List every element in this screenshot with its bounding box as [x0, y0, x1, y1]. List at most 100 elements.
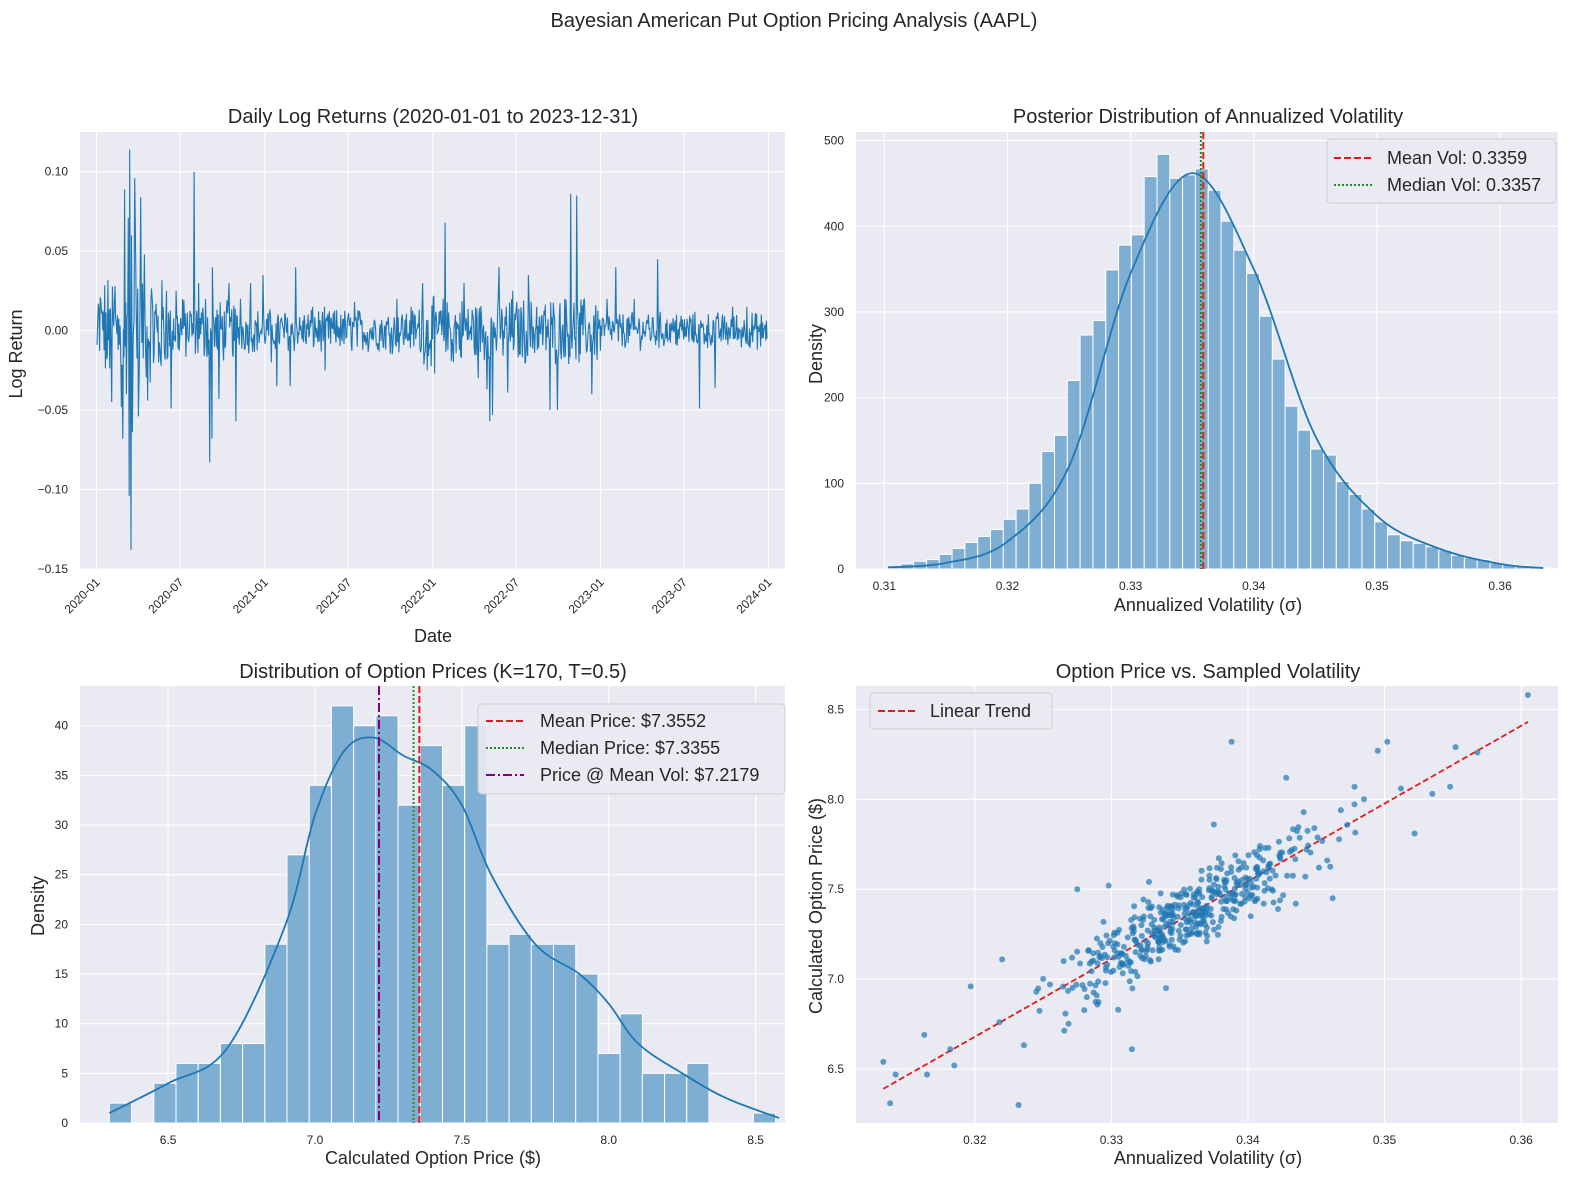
histogram-bar: [686, 1062, 710, 1124]
figure-suptitle: Bayesian American Put Option Pricing Ana…: [551, 10, 1038, 32]
scatter-point: [1102, 980, 1109, 987]
tick-labels: 0.32 0.33 0.34 0.35 0.36 6.5 7.0 7.5 8.0 8.5: [827, 702, 1533, 1147]
scatter-point: [1155, 956, 1162, 963]
returns-series: [96, 149, 768, 550]
scatter-point: [1086, 960, 1093, 967]
scatter-point: [1149, 947, 1156, 954]
x-tick-label: 0.35: [1365, 579, 1389, 593]
legend-label-mean: Mean Price: $7.3552: [540, 711, 706, 731]
scatter-point: [1104, 961, 1111, 968]
legend-label-median: Median Price: $7.3355: [540, 738, 720, 758]
y-tick-label: 500: [824, 134, 844, 148]
scatter-point: [1452, 744, 1459, 751]
scatter-point: [887, 1100, 894, 1107]
histogram-bar: [308, 784, 332, 1124]
scatter-point: [1074, 948, 1081, 955]
scatter-point: [1447, 783, 1454, 790]
x-tick-label: 2022-01: [398, 575, 439, 616]
scatter-point: [1270, 899, 1277, 906]
histogram-bar: [752, 1112, 777, 1124]
scatter-point: [1268, 886, 1275, 893]
y-tick-label: 0.05: [45, 244, 69, 258]
histogram-bar: [1246, 272, 1260, 570]
histogram-bar: [1169, 177, 1184, 570]
histogram-bar: [486, 943, 510, 1124]
scatter-point: [1336, 836, 1343, 843]
legend: Mean Vol: 0.3359 Median Vol: 0.3357: [1326, 138, 1557, 204]
y-tick-label: 8.0: [827, 792, 844, 806]
histogram-bar: [1399, 540, 1414, 570]
scatter-point: [1170, 943, 1177, 950]
scatter-point: [1206, 885, 1213, 892]
scatter-point: [1157, 909, 1164, 916]
kde-curve: [108, 736, 780, 1119]
x-tick-label: 0.36: [1488, 579, 1512, 593]
scatter-point: [1177, 894, 1184, 901]
scatter-point: [1158, 931, 1165, 938]
returns-line: [96, 149, 768, 550]
scatter-point: [1474, 749, 1481, 756]
scatter-point: [1114, 929, 1121, 936]
scatter-point: [1228, 864, 1235, 871]
scatter-point: [1266, 875, 1273, 882]
scatter-point: [1235, 866, 1242, 873]
scatter-point: [1256, 846, 1263, 853]
scatter-point: [1261, 880, 1268, 887]
y-tick-label: 6.5: [827, 1062, 844, 1076]
scatter-point: [1329, 895, 1336, 902]
scatter-point: [1351, 783, 1358, 790]
scatter-point: [1180, 901, 1187, 908]
scatter-point: [1228, 868, 1235, 875]
scatter-point: [1140, 896, 1147, 903]
y-tick-label: −0.05: [38, 403, 69, 417]
scatter-point: [1083, 994, 1090, 1001]
x-tick-label: 2021-01: [230, 575, 271, 616]
scatter-point: [1126, 978, 1133, 985]
scatter-point: [1206, 872, 1213, 879]
histogram-bar: [553, 943, 577, 1124]
scatter-point: [1074, 886, 1081, 893]
histogram-bar: [242, 1043, 266, 1124]
tick-labels: 0.31 0.32 0.33 0.34 0.35 0.36 0 100 200 300 400 500: [824, 134, 1512, 593]
scatter-point: [1100, 918, 1107, 925]
scatter-point: [1118, 950, 1125, 957]
histogram-bar: [353, 725, 377, 1124]
scatter-point: [1232, 852, 1239, 859]
scatter-point: [1218, 913, 1225, 920]
x-tick-label: 8.5: [747, 1133, 764, 1147]
scatter-point: [951, 1062, 958, 1069]
x-axis-label: Date: [414, 626, 452, 646]
scatter-point: [1170, 919, 1177, 926]
scatter-point: [1170, 914, 1177, 921]
y-tick-label: 200: [824, 391, 844, 405]
legend-box: [1326, 138, 1557, 204]
scatter-point: [1087, 980, 1094, 987]
scatter-point: [1253, 852, 1260, 859]
scatter-point: [1085, 947, 1092, 954]
scatter-point: [1105, 882, 1112, 889]
scatter-point: [1305, 842, 1312, 849]
scatter-point: [1352, 829, 1359, 836]
scatter-point: [1181, 886, 1188, 893]
legend-label-mean-vol: Price @ Mean Vol: $7.2179: [540, 765, 759, 785]
x-tick-label: 0.34: [1236, 1133, 1260, 1147]
histogram-bar: [419, 745, 443, 1124]
y-tick-label: 10: [55, 1017, 69, 1031]
kde-line: [108, 736, 780, 1119]
scatter-point: [880, 1058, 887, 1065]
scatter-point: [1218, 860, 1225, 867]
scatter-point: [1292, 856, 1299, 863]
scatter-point: [1040, 975, 1047, 982]
scatter-point: [1209, 919, 1216, 926]
scatter-point: [1275, 838, 1282, 845]
histogram-bar: [1220, 220, 1235, 570]
histogram-bar: [1015, 508, 1030, 570]
scatter-point: [1351, 801, 1358, 808]
x-tick-label: 0.34: [1242, 579, 1266, 593]
scatter-point: [1194, 920, 1201, 927]
y-tick-label: 0.00: [45, 324, 69, 338]
scatter-point: [1302, 873, 1309, 880]
scatter-point: [999, 956, 1006, 963]
scatter-point: [1090, 950, 1097, 957]
scatter-point: [1152, 931, 1159, 938]
